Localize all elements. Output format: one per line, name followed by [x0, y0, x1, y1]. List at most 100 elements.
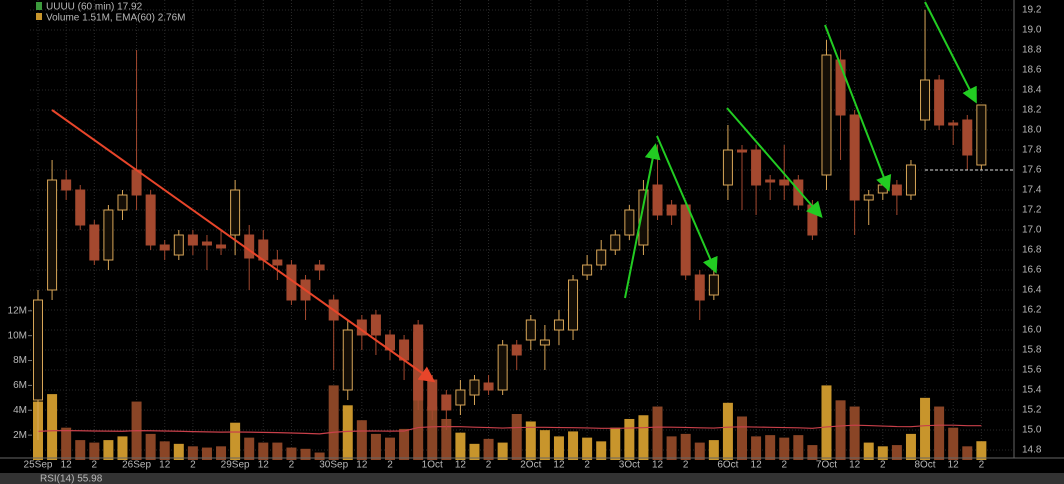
y-tick-label: 15.6: [1022, 365, 1042, 376]
candle-body: [891, 184, 902, 196]
volume-bar: [553, 436, 564, 460]
volume-bar: [187, 446, 198, 460]
x-tick-label: 2: [486, 460, 492, 471]
trend-arrows: [51, 1, 977, 383]
candle-body: [413, 324, 424, 401]
x-tick-label: 2: [190, 460, 196, 471]
candle-body: [33, 299, 43, 401]
candle-body: [722, 149, 733, 186]
chart-title: UUUU (60 min) 17.92: [46, 2, 143, 13]
candle-body: [103, 209, 114, 261]
candle-body: [117, 194, 128, 211]
x-tick-label: 2: [781, 460, 787, 471]
candle-body: [863, 194, 874, 201]
x-tick-label: 6Oct: [717, 460, 738, 471]
x-tick-label: 12: [258, 460, 270, 471]
candle-body: [370, 314, 381, 336]
x-tick-label: 30Sep: [319, 460, 348, 471]
y-tick-label: 18.4: [1022, 85, 1042, 96]
y-tick-label: 14.8: [1022, 445, 1042, 456]
x-tick-label: 2: [92, 460, 98, 471]
candle-body: [582, 264, 593, 276]
volume-bar: [89, 442, 100, 460]
x-tick-label: 2: [584, 460, 590, 471]
candle-body: [187, 234, 198, 246]
candle-body: [216, 244, 227, 249]
candle-body: [905, 164, 916, 196]
candle-body: [708, 274, 719, 296]
candle-body: [159, 244, 170, 251]
volume-bar: [793, 435, 804, 460]
candle-body: [47, 179, 58, 291]
volume-tick-label: 6M: [13, 380, 27, 391]
candle-body: [272, 259, 283, 266]
volume-bar: [920, 397, 931, 460]
volume-bar: [328, 385, 339, 460]
candle-body: [849, 114, 860, 201]
volume-bar: [694, 442, 705, 460]
volume-bar: [779, 437, 790, 460]
volume-bar: [511, 414, 522, 460]
y-tick-label: 19.0: [1022, 25, 1042, 36]
x-tick-label: 2Oct: [520, 460, 541, 471]
volume-bar: [638, 415, 649, 460]
trend-arrow: [824, 24, 892, 192]
candle-body: [920, 79, 931, 121]
y-tick-label: 18.0: [1022, 125, 1042, 136]
volume-bar: [582, 437, 593, 460]
volume-bar: [455, 432, 466, 460]
y-tick-label: 16.0: [1022, 325, 1042, 336]
volume-bar: [596, 441, 607, 460]
volume-bar: [976, 441, 987, 460]
volume-bar: [61, 427, 72, 460]
candle-body: [680, 204, 691, 276]
volume-tick-label: 10M: [8, 330, 27, 341]
candle-body: [342, 329, 353, 391]
x-tick-label: 2: [289, 460, 295, 471]
volume-bar: [568, 431, 579, 460]
candle-body: [469, 379, 480, 396]
volume-bar: [216, 446, 227, 460]
y-tick-label: 17.0: [1022, 225, 1042, 236]
volume-bar: [891, 445, 902, 460]
volume-bar: [441, 418, 452, 460]
candle-body: [173, 234, 184, 256]
volume-bar: [737, 416, 747, 460]
candle-body: [694, 274, 705, 301]
y-tick-label: 16.2: [1022, 305, 1042, 316]
volume-bar: [666, 436, 677, 460]
volume-bar: [497, 442, 508, 460]
y-tick-label: 16.6: [1022, 265, 1042, 276]
x-tick-label: 12: [553, 460, 565, 471]
volume-bar: [173, 443, 184, 460]
x-tick-label: 12: [356, 460, 368, 471]
x-tick-label: 8Oct: [914, 460, 935, 471]
volume-bar: [370, 433, 381, 460]
volume-bar: [539, 430, 550, 460]
volume-bar: [863, 442, 874, 460]
x-tick-label: 25Sep: [24, 460, 53, 471]
candle-body: [553, 319, 564, 331]
x-tick-label: 1Oct: [422, 460, 443, 471]
trend-arrow: [726, 107, 823, 219]
volume-bar: [399, 428, 410, 460]
candle-body: [75, 189, 86, 226]
volume-bar: [75, 440, 86, 460]
candle-body: [821, 54, 832, 176]
candle-body: [765, 179, 776, 183]
volume-bar: [722, 402, 733, 460]
volume-bar: [680, 433, 691, 460]
y-tick-label: 17.2: [1022, 205, 1042, 216]
volume-bar: [230, 422, 241, 460]
volume-bar: [835, 400, 846, 460]
x-tick-label: 2: [880, 460, 886, 471]
candle-body: [497, 344, 508, 391]
indicator-label: RSI(14) 55.98: [40, 474, 103, 484]
candle-body: [525, 319, 536, 341]
y-tick-label: 15.0: [1022, 425, 1042, 436]
candle-body: [976, 104, 987, 166]
y-tick-label: 17.6: [1022, 165, 1042, 176]
volume-bar: [708, 440, 719, 460]
